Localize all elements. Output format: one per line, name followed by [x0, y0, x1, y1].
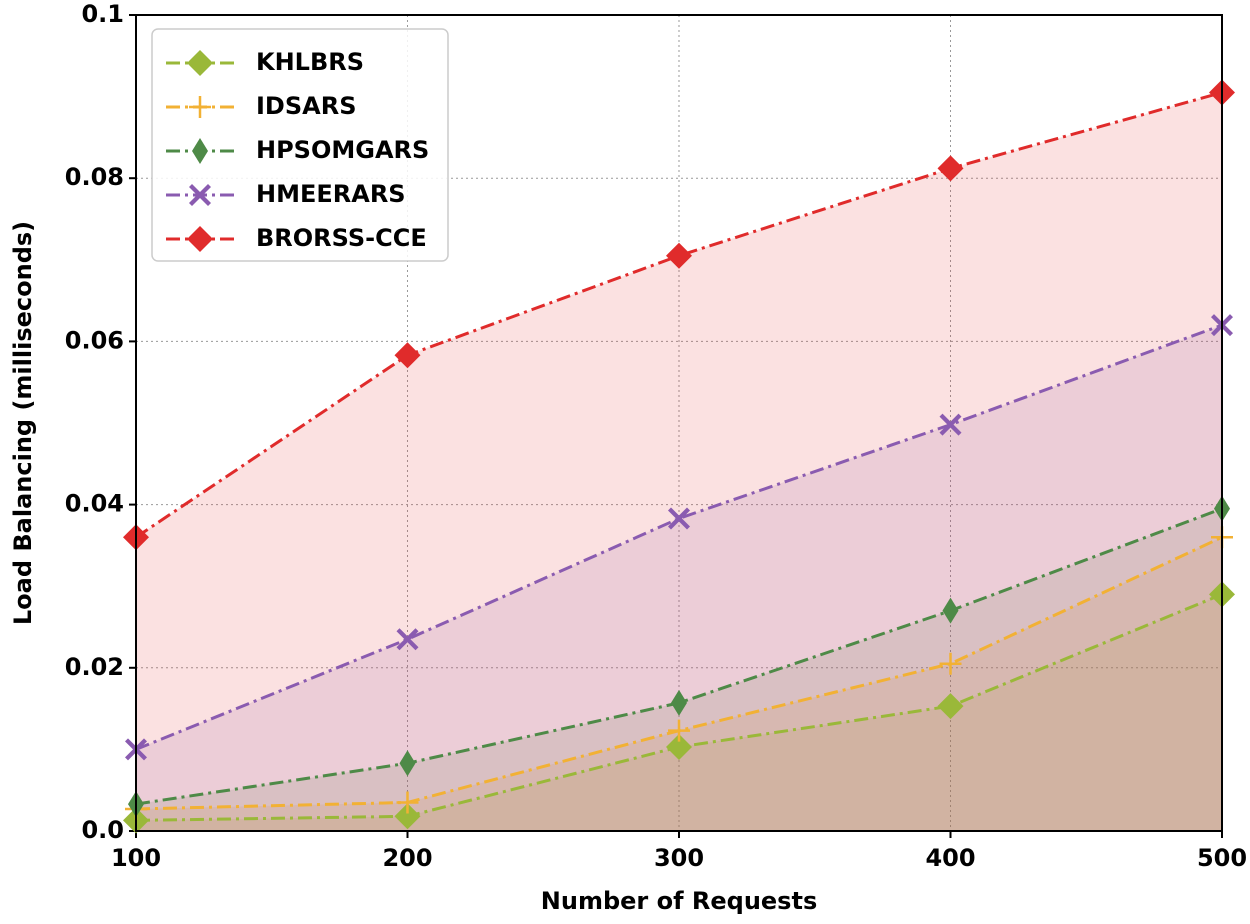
x-tick-label: 400: [925, 844, 975, 872]
marker: [394, 803, 421, 830]
x-axis-label: Number of Requests: [541, 887, 817, 915]
legend-marker: [187, 50, 213, 76]
marker: [937, 693, 964, 720]
marker: [668, 507, 690, 530]
plot-frame: [135, 14, 1223, 832]
legend-label: HPSOMGARS: [256, 136, 429, 164]
legend-marker: [189, 96, 211, 118]
line: [135, 323, 1223, 751]
y-axis-label: Load Balancing (milliseconds): [9, 221, 37, 625]
marker: [666, 733, 692, 760]
y-tick-label: 0.0: [81, 816, 124, 844]
legend-label: IDSARS: [256, 92, 356, 120]
marker: [939, 652, 962, 675]
legend-marker: [189, 184, 211, 206]
y-tick-label: 0.08: [65, 163, 124, 191]
y-tick-label: 0.1: [81, 0, 124, 28]
x-tick-label: 100: [111, 844, 161, 872]
marker: [394, 342, 421, 369]
y-tick-label: 0.06: [65, 326, 124, 354]
area: [136, 508, 1222, 831]
legend-marker: [187, 226, 213, 252]
marker: [937, 155, 964, 182]
x-tick-label: 500: [1197, 844, 1247, 872]
marker: [668, 719, 690, 742]
marker: [399, 750, 416, 777]
legend-label: KHLBRS: [256, 48, 364, 76]
legend-box: [151, 28, 449, 262]
y-tick-label: 0.04: [65, 490, 124, 518]
marker: [939, 413, 962, 436]
legend-label: BRORSS-CCE: [256, 224, 427, 252]
y-tick-label: 0.02: [65, 653, 124, 681]
marker: [666, 242, 692, 269]
marker: [396, 628, 419, 651]
marker: [942, 597, 959, 624]
area: [136, 594, 1222, 831]
x-tick-label: 200: [382, 844, 432, 872]
x-tick-label: 300: [654, 844, 704, 872]
area: [136, 92, 1222, 831]
marker: [671, 689, 687, 716]
area: [136, 537, 1222, 831]
line: [135, 91, 1223, 539]
legend-label: HMEERARS: [256, 180, 406, 208]
marker: [396, 791, 419, 814]
legend-marker: [192, 138, 208, 164]
